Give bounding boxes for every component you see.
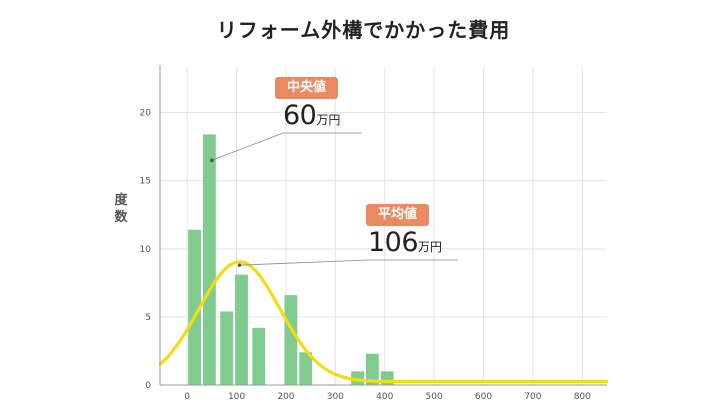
- mean-badge: 平均値: [366, 204, 430, 226]
- annotation-point: [210, 158, 214, 163]
- histogram-bar: [188, 229, 201, 385]
- median-value: 60万円: [283, 100, 340, 131]
- x-tick-label: 300: [327, 392, 344, 402]
- y-tick-label: 20: [140, 109, 152, 119]
- x-tick-label: 200: [277, 392, 294, 402]
- annotation-point: [237, 263, 242, 267]
- histogram-bar: [284, 295, 298, 385]
- histogram-bar: [202, 134, 216, 385]
- y-axis-label: 度数: [114, 193, 128, 225]
- normal-curve: [158, 260, 609, 384]
- mean-unit: 万円: [418, 240, 443, 254]
- histogram-bar: [220, 311, 234, 385]
- mean-value: 106万円: [368, 227, 442, 258]
- x-tick-label: 500: [426, 392, 443, 402]
- x-tick-label: 100: [228, 392, 245, 402]
- histogram-bar: [235, 274, 248, 385]
- x-tick-label: 700: [524, 392, 541, 402]
- normal-distribution-curve: [158, 260, 609, 384]
- median-badge: 中央値: [275, 77, 339, 99]
- annotation-leader-line: [211, 132, 362, 161]
- y-tick-label: 5: [145, 313, 151, 323]
- histogram-bar: [252, 327, 266, 385]
- x-tick-label: 0: [184, 392, 190, 402]
- chart-title: リフォーム外構でかかった費用: [216, 18, 511, 42]
- y-tick-label: 15: [140, 177, 151, 187]
- x-tick-label: 600: [475, 392, 492, 402]
- annotation-leaders: [210, 132, 458, 267]
- y-tick-label: 0: [145, 381, 151, 391]
- median-number: 60: [283, 100, 317, 131]
- y-tick-label: 10: [140, 245, 152, 255]
- annotation-leader-line: [239, 259, 458, 266]
- histogram-bars: [188, 134, 394, 385]
- mean-number: 106: [368, 227, 419, 258]
- grid-lines: [160, 68, 607, 386]
- histogram-bar: [365, 353, 379, 385]
- histogram-bar: [299, 352, 313, 385]
- axes: [159, 65, 607, 386]
- median-unit: 万円: [316, 113, 341, 127]
- x-tick-label: 800: [574, 392, 591, 402]
- x-tick-label: 400: [376, 392, 393, 402]
